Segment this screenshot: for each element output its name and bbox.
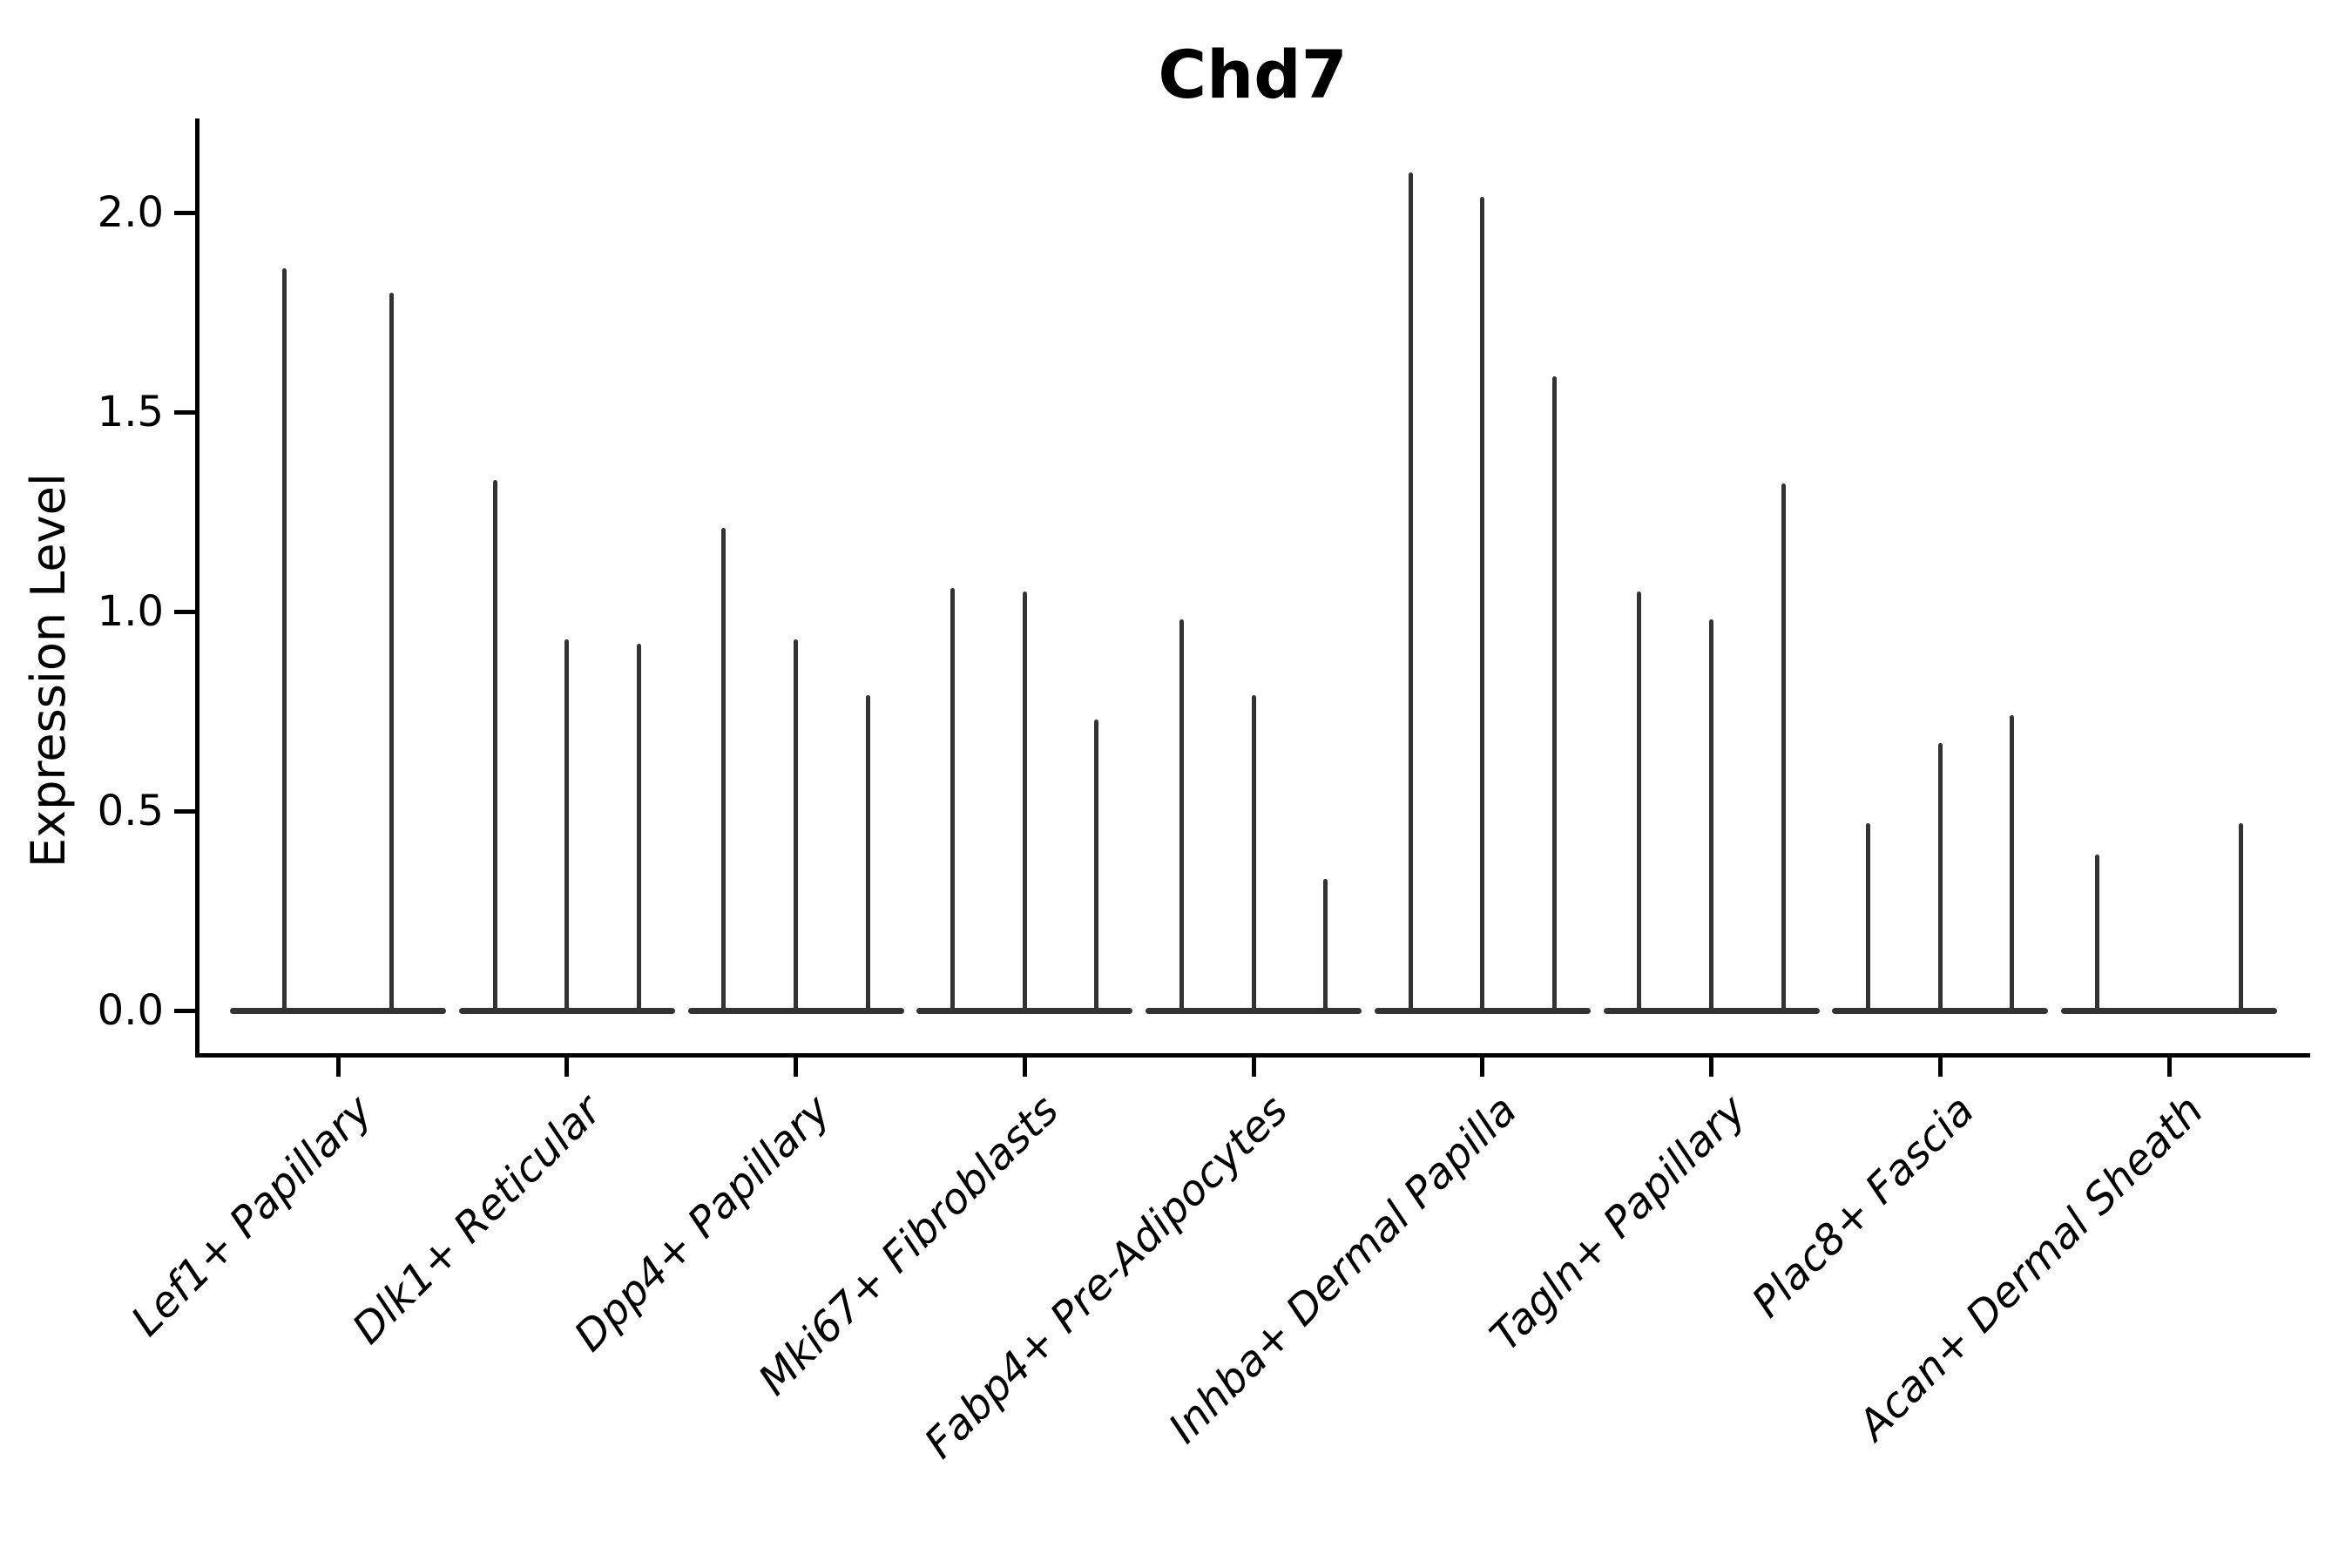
y-tick-label: 0.0 <box>97 986 164 1035</box>
violin-spike <box>1251 695 1256 1012</box>
violin-spike <box>389 292 394 1012</box>
y-tick <box>174 609 195 614</box>
violin-spike <box>721 527 727 1012</box>
violin-spike <box>1480 196 1485 1012</box>
violin-spike <box>492 479 497 1012</box>
violin-spike <box>1323 878 1328 1012</box>
y-tick <box>174 1008 195 1013</box>
violin-spike <box>1866 822 1871 1012</box>
y-tick-label: 1.0 <box>97 587 164 636</box>
x-tick <box>1022 1058 1027 1077</box>
y-tick-label: 2.0 <box>97 188 164 237</box>
x-tick <box>1480 1058 1485 1077</box>
y-tick-label: 0.5 <box>97 787 164 835</box>
x-tick <box>1709 1058 1713 1077</box>
y-tick <box>174 210 195 215</box>
violin-spike <box>1709 619 1713 1012</box>
y-axis-spine <box>195 118 199 1058</box>
y-tick-label: 1.5 <box>97 388 164 436</box>
violin-spike <box>636 643 641 1012</box>
x-tick <box>1251 1058 1256 1077</box>
violin-spike <box>1094 719 1099 1012</box>
x-tick <box>335 1058 341 1077</box>
violin-spike <box>1937 743 1943 1012</box>
violin-spike <box>1781 483 1786 1012</box>
chart-title: Chd7 <box>1158 36 1348 113</box>
violin-spike <box>1408 172 1413 1012</box>
y-tick <box>174 808 195 814</box>
violin-spike <box>1551 375 1557 1012</box>
violin-spike <box>2239 822 2244 1012</box>
x-tick <box>1937 1058 1943 1077</box>
violin-base <box>230 1007 446 1014</box>
violin-spike <box>1022 591 1027 1012</box>
violin-spike <box>282 268 287 1012</box>
violin-spike <box>2094 855 2099 1012</box>
violin-spike <box>950 587 956 1012</box>
violin-spike <box>794 639 798 1012</box>
x-tick <box>564 1058 570 1077</box>
violin-base <box>2061 1007 2277 1014</box>
violin-spike <box>564 639 570 1012</box>
x-tick <box>2166 1058 2172 1077</box>
violin-spike <box>1179 619 1184 1012</box>
violin-spike <box>865 695 870 1012</box>
violin-spike <box>2010 715 2015 1012</box>
x-axis-spine <box>195 1053 2310 1058</box>
x-tick <box>794 1058 798 1077</box>
y-tick <box>174 409 195 415</box>
violin-spike <box>1637 591 1642 1012</box>
